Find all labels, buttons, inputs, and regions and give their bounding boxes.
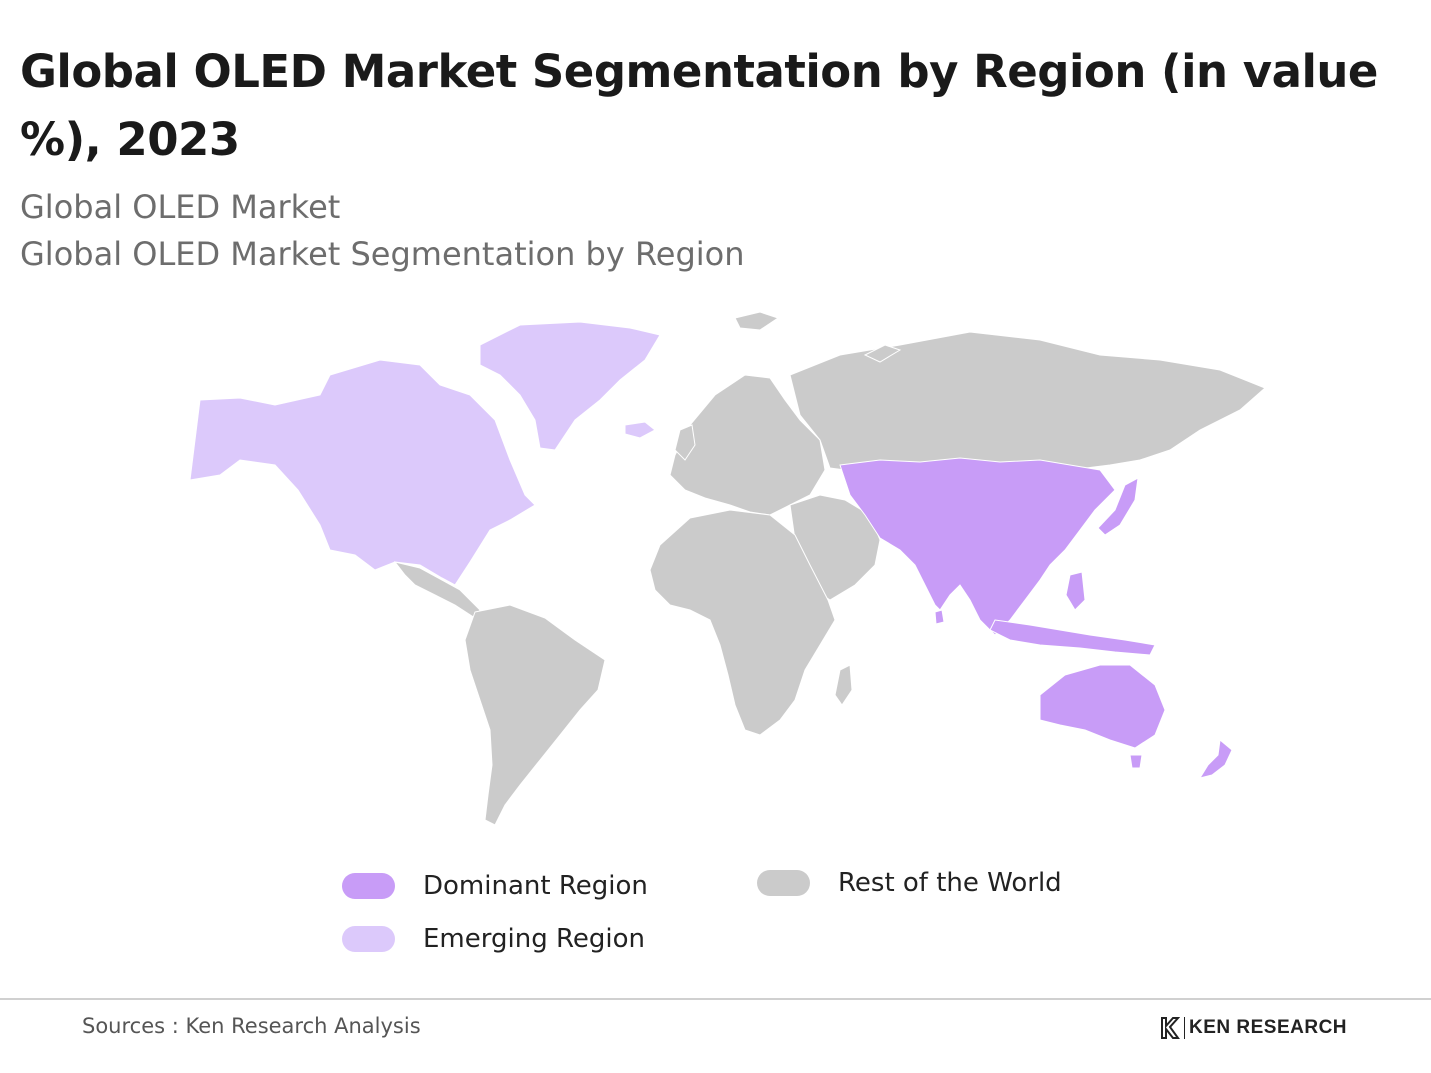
footer-divider (0, 998, 1431, 1000)
subtitle-market: Global OLED Market (20, 188, 341, 226)
region-new-zealand (1198, 739, 1233, 779)
brand-name: KEN RESEARCH (1189, 1017, 1348, 1038)
source-note: Sources : Ken Research Analysis (82, 1014, 421, 1038)
region-australia (1039, 664, 1166, 749)
legend-item-emerging: Emerging Region (342, 924, 645, 954)
region-asia-mainland (839, 457, 1116, 636)
legend-swatch-rest (757, 870, 810, 896)
brand: KEN RESEARCH (1160, 1016, 1347, 1040)
legend-label-emerging: Emerging Region (423, 924, 645, 954)
region-indonesia (989, 619, 1156, 656)
ken-research-logo-icon (1161, 1017, 1180, 1039)
region-novaya-zemlya (863, 344, 902, 363)
legend-item-dominant: Dominant Region (342, 871, 648, 901)
region-madagascar (834, 664, 853, 706)
world-map (189, 311, 1266, 826)
brand-separator (1184, 1017, 1185, 1039)
region-tasmania (1129, 754, 1143, 769)
subtitle-segmentation: Global OLED Market Segmentation by Regio… (20, 235, 745, 273)
region-svalbard (734, 311, 780, 331)
region-europe (669, 374, 826, 516)
region-africa (649, 509, 836, 736)
legend-item-rest: Rest of the World (757, 868, 1062, 898)
region-sri-lanka (934, 609, 945, 625)
legend-swatch-dominant (342, 873, 395, 899)
legend-label-rest: Rest of the World (838, 868, 1062, 898)
legend-swatch-emerging (342, 926, 395, 952)
region-south-america (464, 604, 606, 826)
region-greenland (479, 321, 661, 451)
region-iceland (624, 421, 656, 439)
legend-label-dominant: Dominant Region (423, 871, 648, 901)
region-north-america (189, 359, 536, 586)
page-title: Global OLED Market Segmentation by Regio… (20, 45, 1378, 166)
region-japan (1097, 477, 1139, 536)
region-uk (674, 424, 696, 461)
region-philippines (1065, 571, 1086, 611)
region-russia (789, 331, 1266, 473)
